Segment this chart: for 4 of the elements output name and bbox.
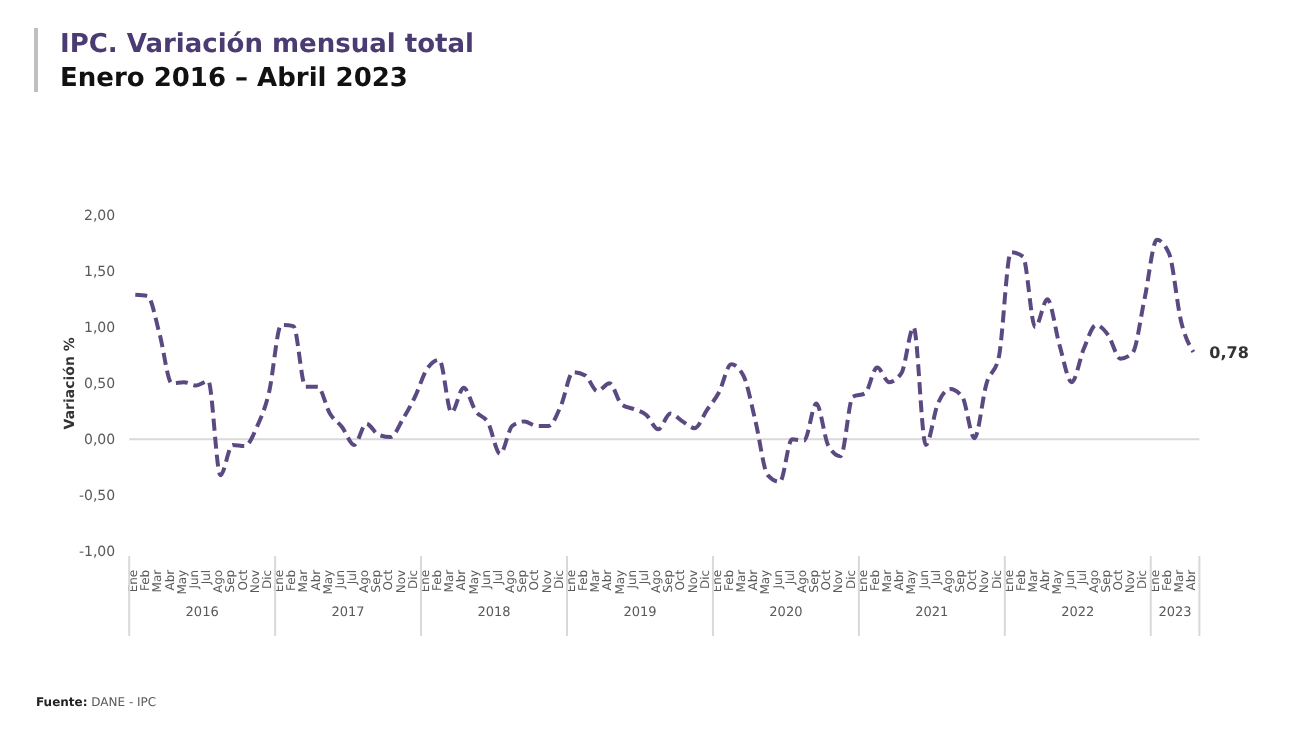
data-label: 0,78	[1209, 343, 1250, 362]
chart-title: IPC. Variación mensual total	[60, 30, 474, 60]
chart-subtitle: Enero 2016 – Abril 2023	[60, 64, 408, 94]
line-series	[133, 237, 1196, 484]
